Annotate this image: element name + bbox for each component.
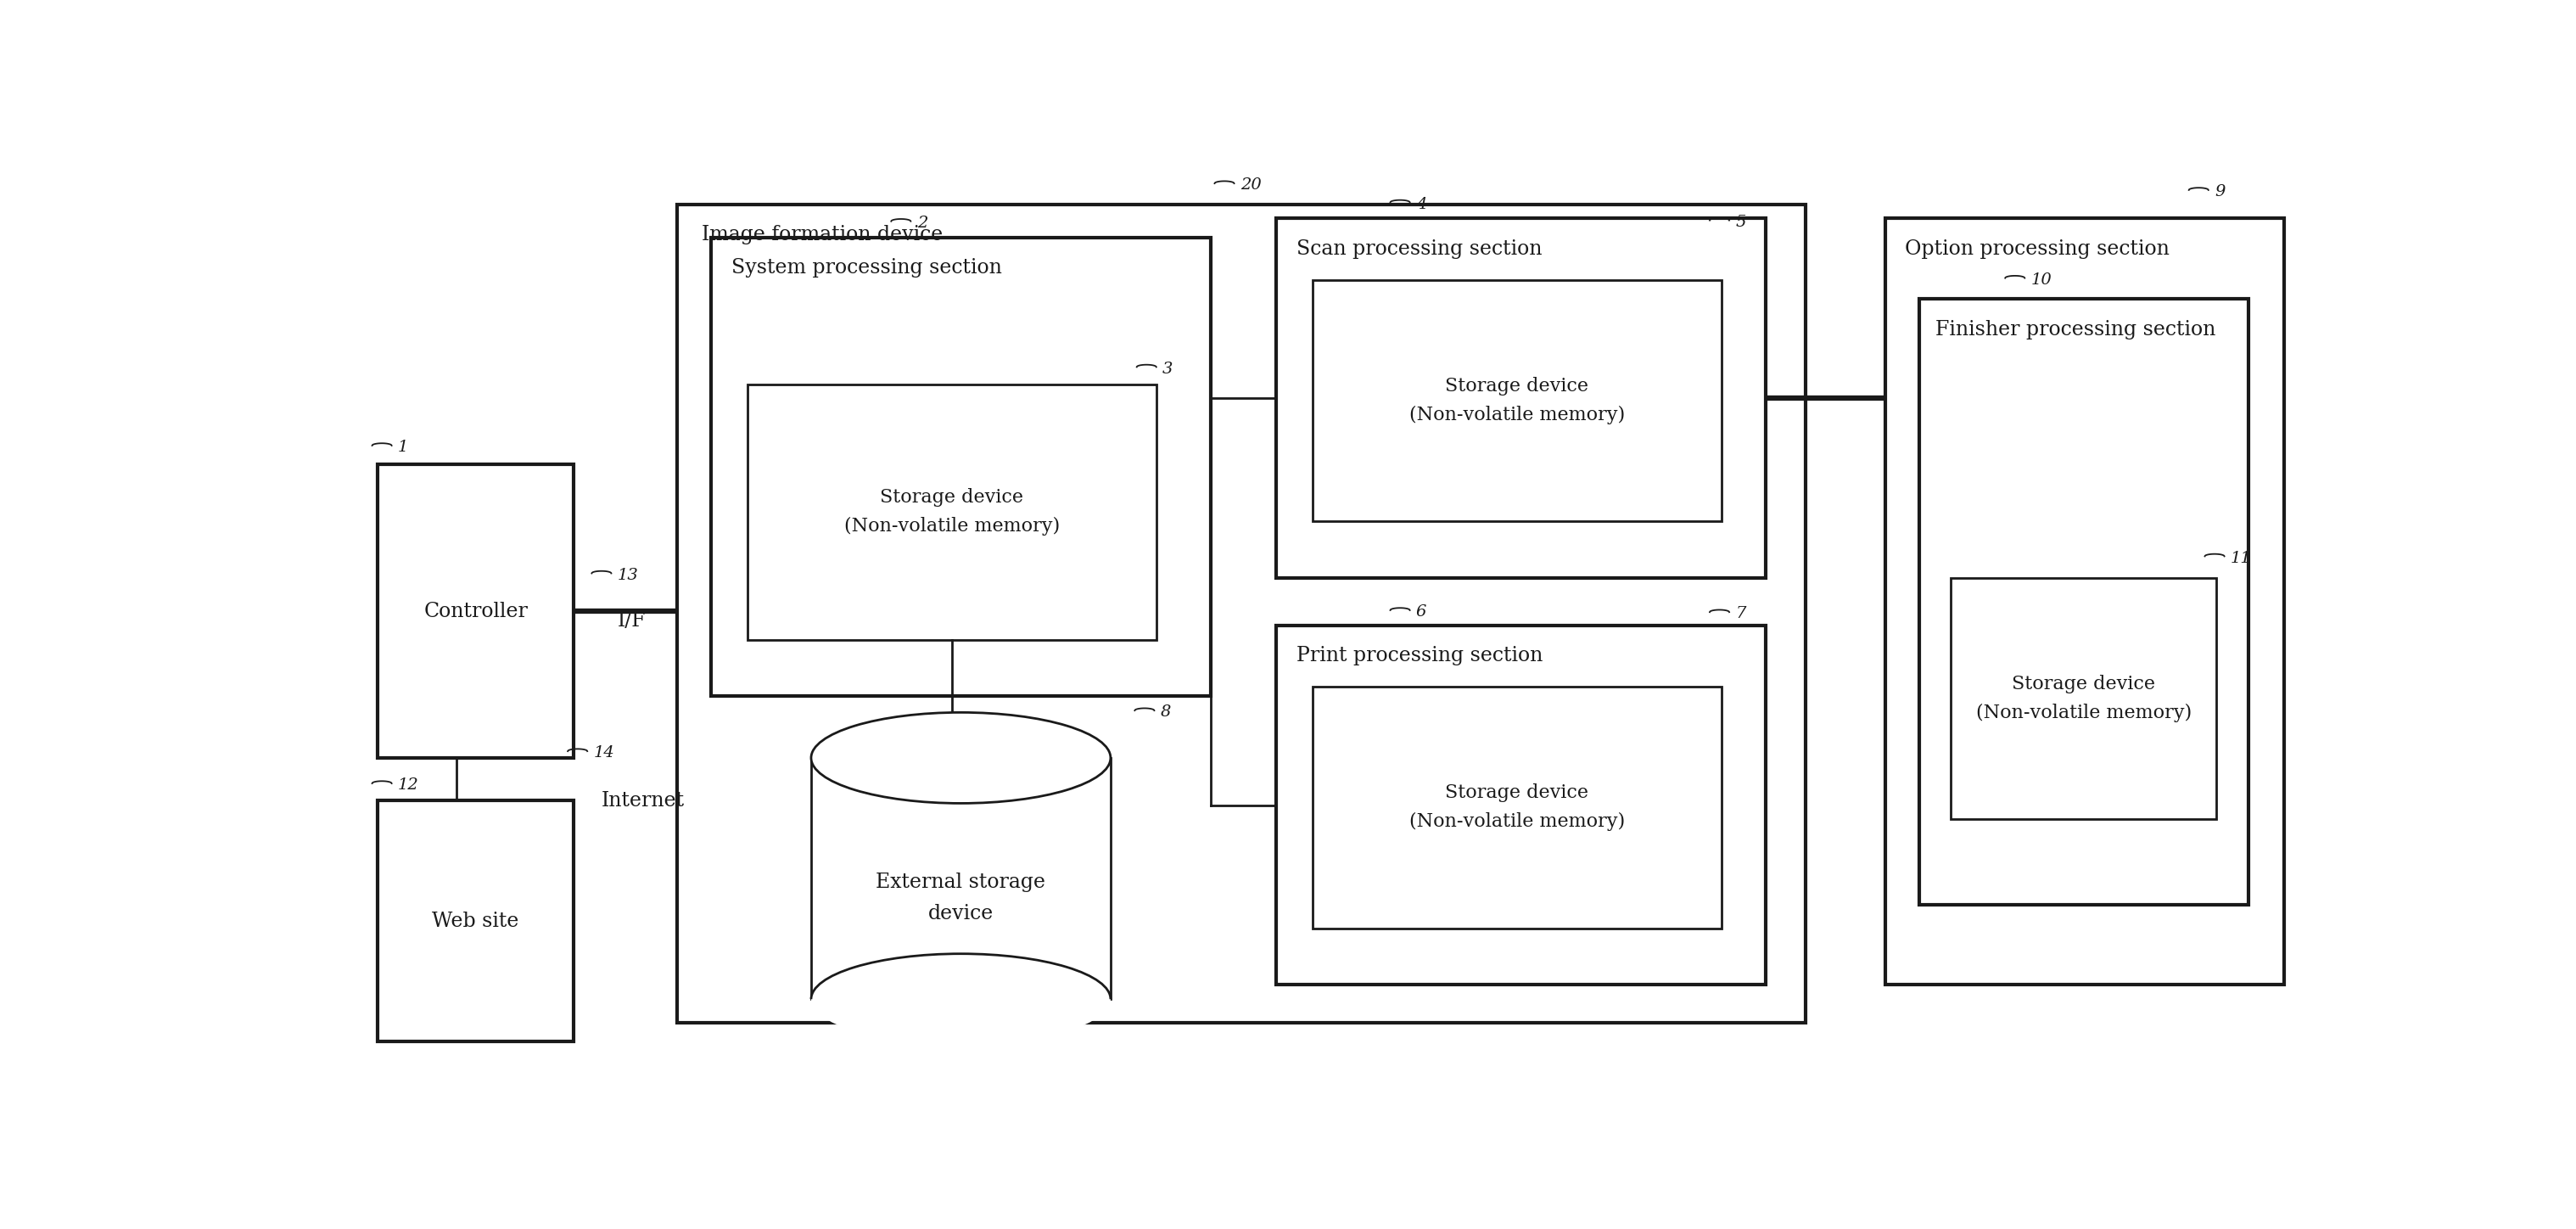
FancyBboxPatch shape <box>1311 687 1721 928</box>
Text: Option processing section: Option processing section <box>1906 240 2169 259</box>
Text: Print processing section: Print processing section <box>1296 646 1543 666</box>
Text: 8: 8 <box>1159 704 1172 720</box>
Text: 6: 6 <box>1417 605 1427 619</box>
Text: 10: 10 <box>2030 273 2053 288</box>
FancyBboxPatch shape <box>1950 578 2215 820</box>
Text: External storage
device: External storage device <box>876 873 1046 923</box>
Text: 20: 20 <box>1242 178 1262 193</box>
Ellipse shape <box>811 713 1110 804</box>
Ellipse shape <box>811 954 1110 1045</box>
Text: Scan processing section: Scan processing section <box>1296 240 1543 259</box>
Text: Web site: Web site <box>433 912 520 930</box>
Text: Finisher processing section: Finisher processing section <box>1935 320 2215 339</box>
Text: System processing section: System processing section <box>732 258 1002 278</box>
FancyBboxPatch shape <box>1275 626 1765 984</box>
Text: 9: 9 <box>2215 184 2226 199</box>
Text: Storage device
(Non-volatile memory): Storage device (Non-volatile memory) <box>845 488 1059 536</box>
Text: 4: 4 <box>1417 197 1427 211</box>
Text: Image formation device: Image formation device <box>701 225 943 245</box>
Text: 14: 14 <box>592 746 616 761</box>
Text: 5: 5 <box>1736 215 1747 230</box>
FancyBboxPatch shape <box>1311 280 1721 521</box>
Text: 1: 1 <box>397 440 410 455</box>
Text: 2: 2 <box>917 215 927 231</box>
FancyBboxPatch shape <box>747 383 1157 639</box>
Text: 7: 7 <box>1736 606 1747 622</box>
Text: 12: 12 <box>397 778 420 793</box>
Text: 3: 3 <box>1162 361 1172 376</box>
Text: I/F: I/F <box>618 611 647 630</box>
Text: 11: 11 <box>2231 551 2251 565</box>
FancyBboxPatch shape <box>1919 299 2249 905</box>
Text: Storage device
(Non-volatile memory): Storage device (Non-volatile memory) <box>1409 784 1625 831</box>
Bar <box>811 758 1110 999</box>
FancyBboxPatch shape <box>711 237 1211 697</box>
FancyBboxPatch shape <box>677 204 1806 1023</box>
FancyBboxPatch shape <box>379 465 574 758</box>
Text: 13: 13 <box>618 568 639 583</box>
Text: Storage device
(Non-volatile memory): Storage device (Non-volatile memory) <box>1409 377 1625 424</box>
Text: Internet: Internet <box>603 790 685 810</box>
Text: Storage device
(Non-volatile memory): Storage device (Non-volatile memory) <box>1976 675 2192 723</box>
FancyBboxPatch shape <box>1886 219 2285 984</box>
FancyBboxPatch shape <box>379 800 574 1042</box>
Text: Controller: Controller <box>422 601 528 621</box>
FancyBboxPatch shape <box>1275 219 1765 578</box>
